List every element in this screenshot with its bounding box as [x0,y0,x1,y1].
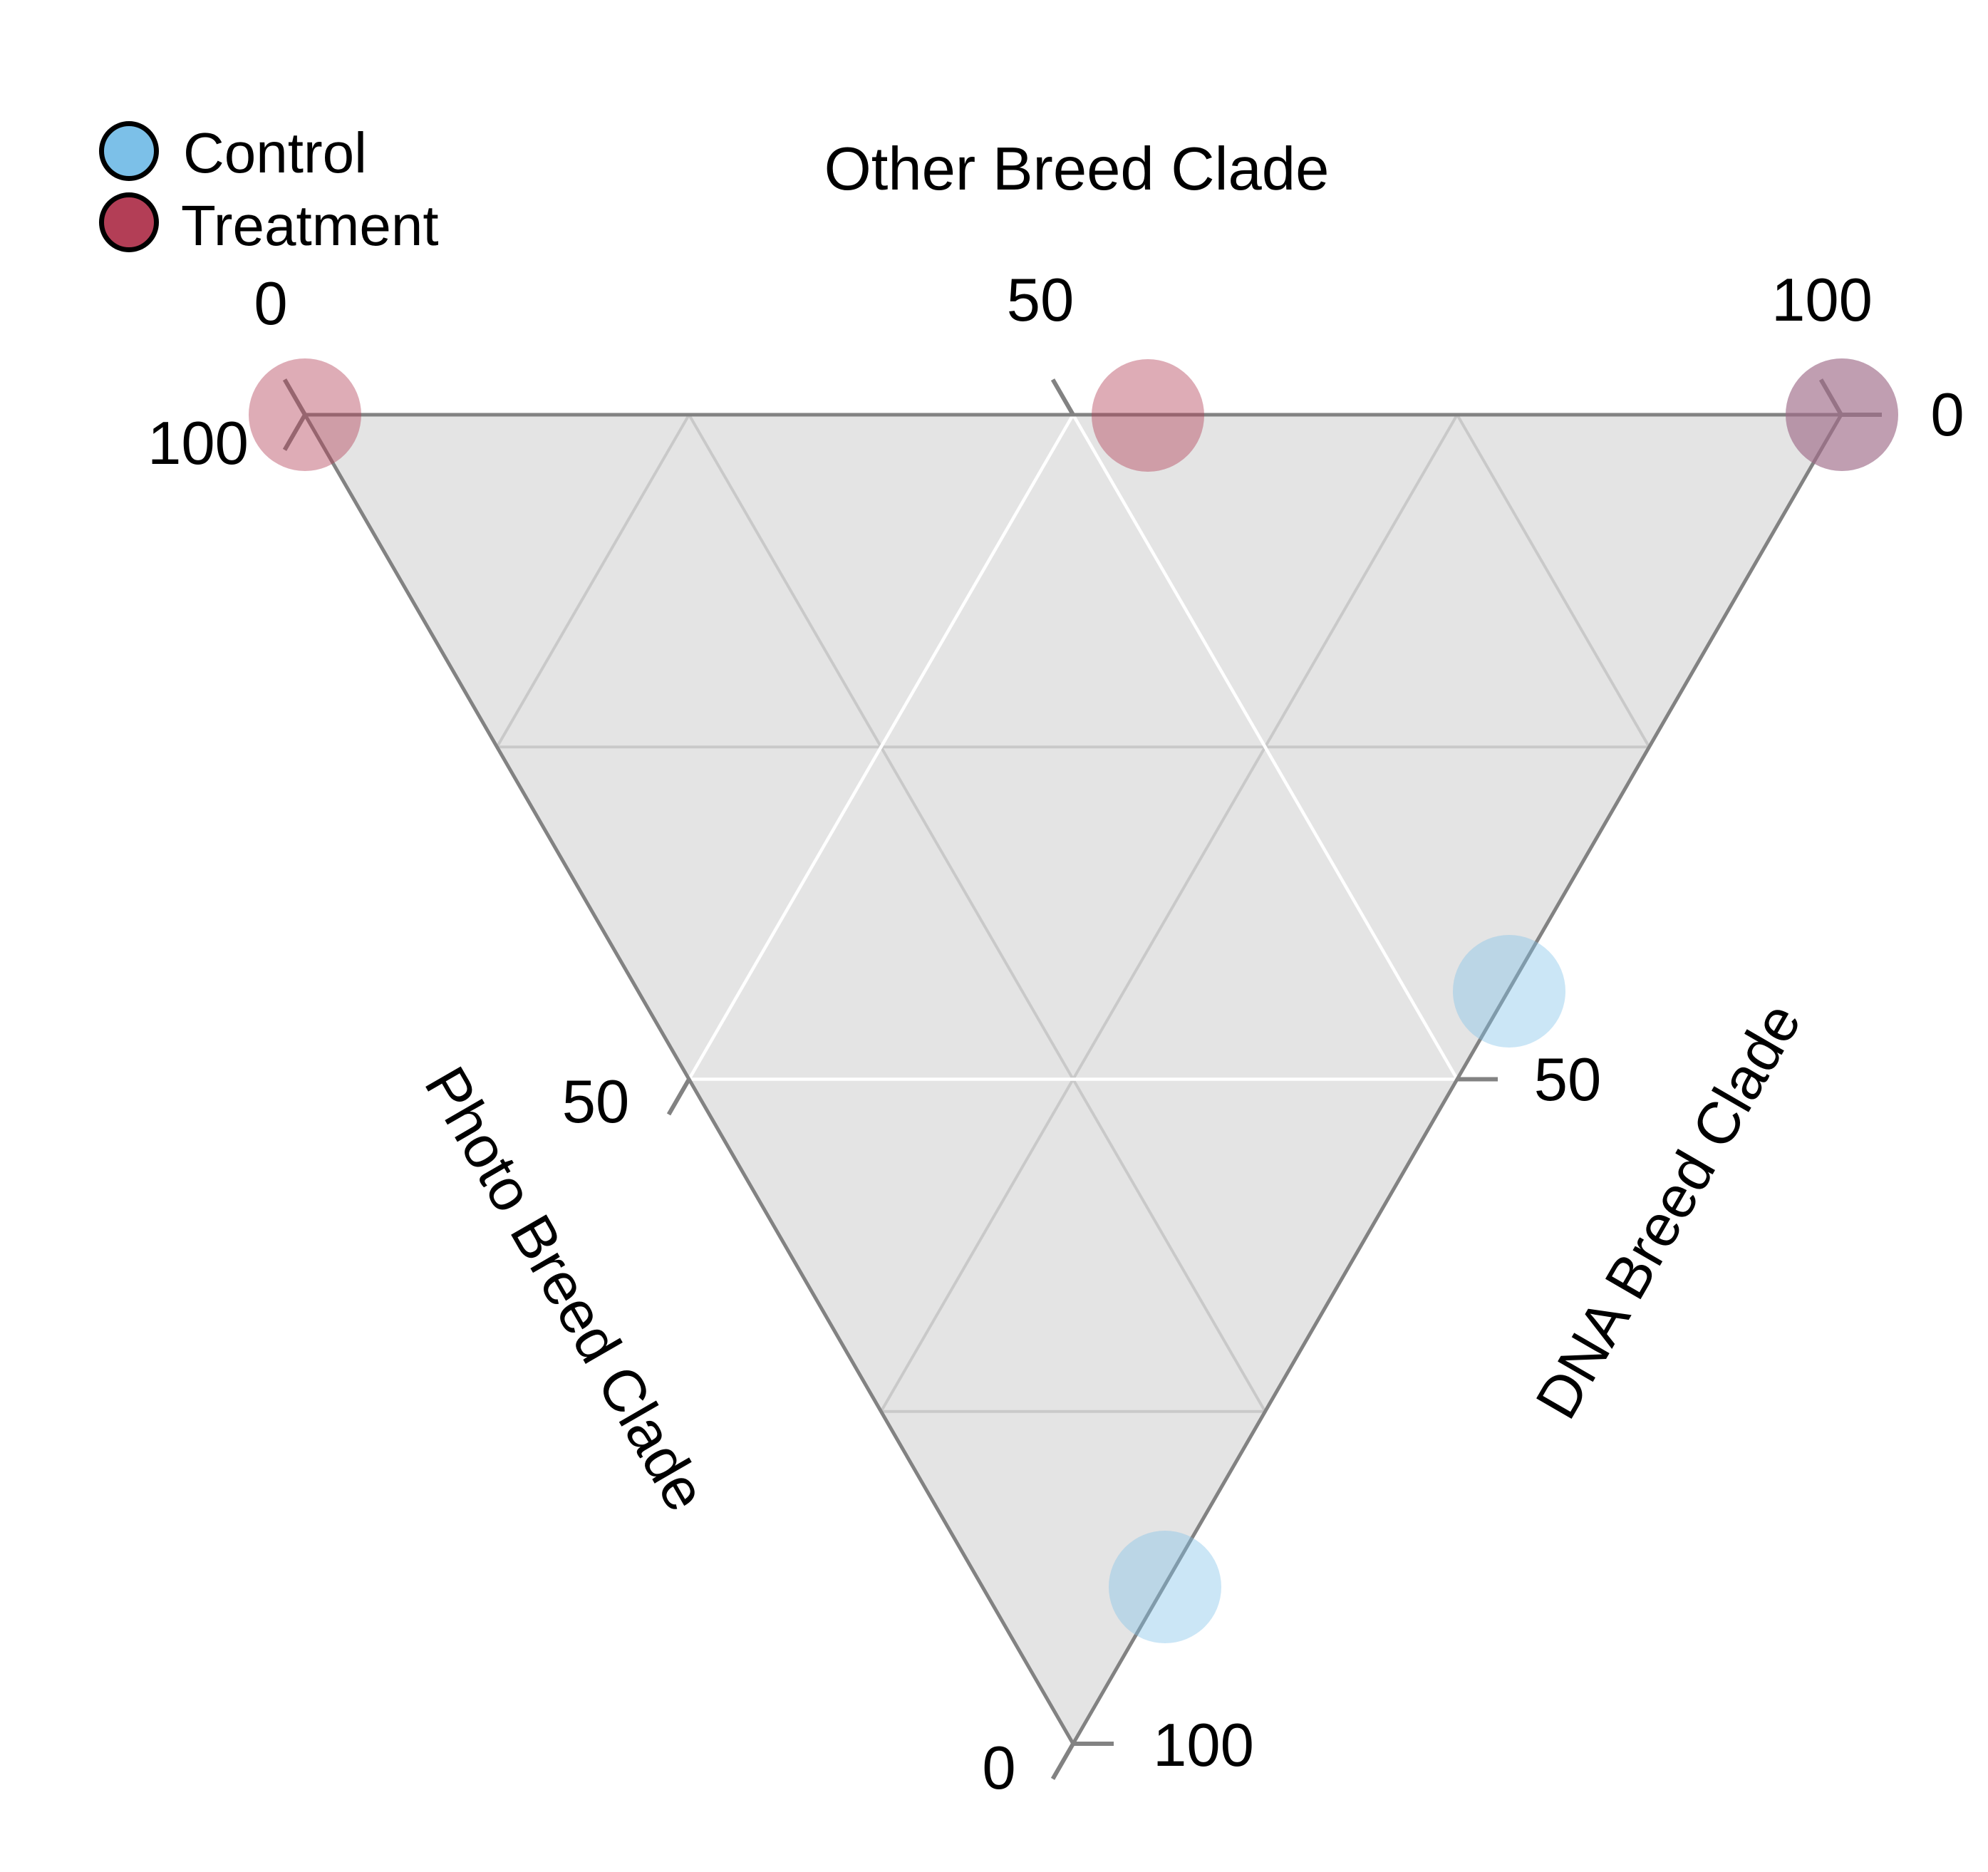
svg-text:0: 0 [1930,381,1964,449]
svg-text:100: 100 [1771,267,1873,334]
svg-text:50: 50 [1007,267,1075,334]
svg-text:Treatment: Treatment [181,194,439,257]
svg-text:100: 100 [1153,1712,1254,1779]
svg-text:100: 100 [147,410,249,477]
svg-text:Control: Control [183,121,367,185]
svg-text:0: 0 [982,1734,1015,1802]
svg-text:50: 50 [1534,1046,1602,1114]
svg-text:0: 0 [254,270,287,338]
svg-text:Other Breed Clade: Other Breed Clade [824,135,1330,203]
svg-text:50: 50 [562,1068,630,1136]
